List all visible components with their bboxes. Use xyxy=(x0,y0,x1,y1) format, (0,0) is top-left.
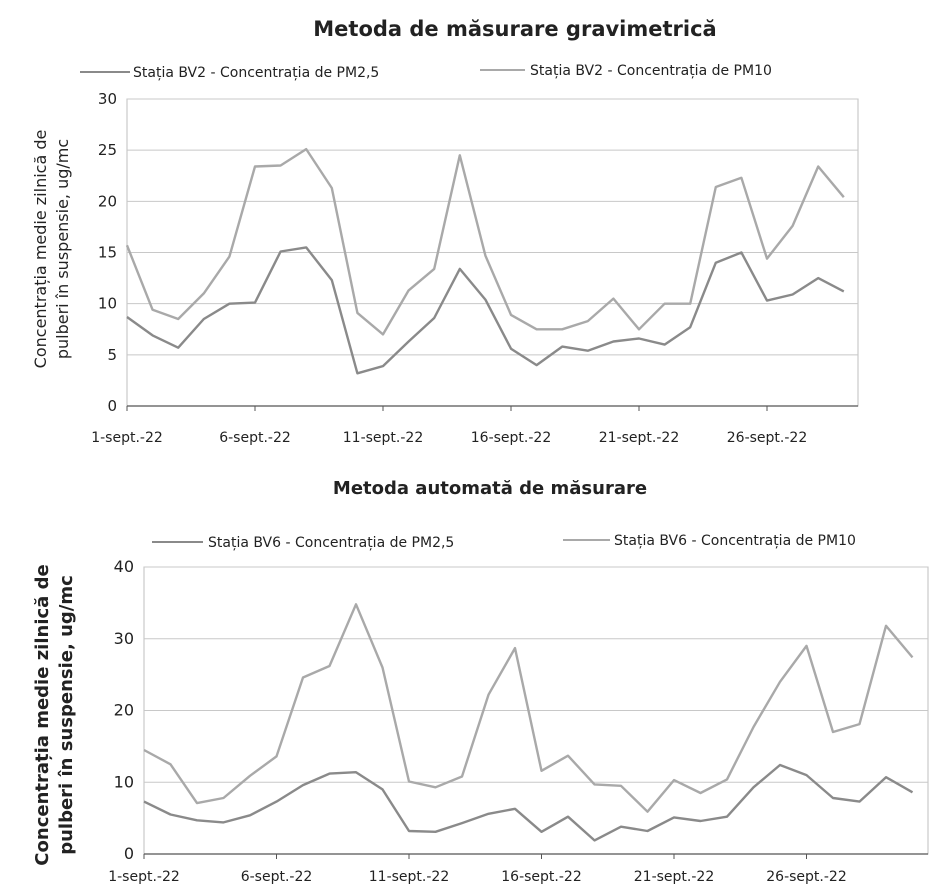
series-line-pm10 xyxy=(125,147,845,336)
x-tick-label: 16-sept.-22 xyxy=(471,430,551,446)
x-tick-label: 6-sept.-22 xyxy=(219,430,291,446)
y-axis-title-line1: Concentrația medie zilnică de xyxy=(31,130,50,369)
x-tick-label: 21-sept.-22 xyxy=(634,869,714,885)
y-tick-label: 30 xyxy=(98,90,117,108)
y-axis-title: Concentrația medie zilnică de pulberi în… xyxy=(31,130,72,369)
x-tick-label: 26-sept.-22 xyxy=(727,430,807,446)
y-tick-label: 30 xyxy=(114,629,134,648)
legend-label-pm25: Stația BV2 - Concentrația de PM2,5 xyxy=(133,65,379,81)
legend: Stația BV2 - Concentrația de PM2,5 Stați… xyxy=(80,63,772,81)
series-line-pm25 xyxy=(143,763,914,842)
y-tick-label: 20 xyxy=(114,701,134,720)
y-axis-title: Concentrația medie zilnică de pulberi în… xyxy=(32,564,77,865)
legend-label-pm10: Stația BV2 - Concentrația de PM10 xyxy=(530,63,772,79)
legend-label-pm25: Stația BV6 - Concentrația de PM2,5 xyxy=(208,535,454,551)
legend: Stația BV6 - Concentrația de PM2,5 Stați… xyxy=(152,533,856,551)
y-axis-title-line2: pulberi în suspensie, ug/mc xyxy=(56,575,77,855)
chart-automatic: Metoda automată de măsurare Stația BV6 -… xyxy=(32,478,929,885)
x-tick-label: 11-sept.-22 xyxy=(343,430,423,446)
series-line-pm25 xyxy=(126,246,845,375)
y-tick-label: 15 xyxy=(98,244,117,262)
legend-label-pm10: Stația BV6 - Concentrația de PM10 xyxy=(614,533,856,549)
x-tick-label: 11-sept.-22 xyxy=(369,869,449,885)
plot-area: 0 5 10 15 20 25 30 1-sept.-22 6-sept.-22 11-sept.… xyxy=(91,90,859,446)
y-tick-label: 40 xyxy=(114,557,134,576)
x-tick-label: 16-sept.-22 xyxy=(501,869,581,885)
y-axis-title-line1: Concentrația medie zilnică de xyxy=(32,564,53,865)
y-tick-label: 25 xyxy=(98,141,117,159)
y-tick-label: 5 xyxy=(107,346,117,364)
y-tick-label: 20 xyxy=(98,192,117,210)
x-tick-label: 1-sept.-22 xyxy=(108,869,180,885)
y-tick-label: 0 xyxy=(124,844,134,863)
x-tick-label: 1-sept.-22 xyxy=(91,430,163,446)
chart-gravimetric: Metoda de măsurare gravimetrică Stația B… xyxy=(31,17,859,446)
series-line-pm10 xyxy=(143,603,914,813)
chart-title: Metoda automată de măsurare xyxy=(333,478,647,499)
x-tick-label: 6-sept.-22 xyxy=(241,869,313,885)
plot-area: 0 10 20 30 40 1-sept.-22 6-sept.-22 11-sept.-22… xyxy=(108,557,929,885)
y-tick-label: 10 xyxy=(114,772,134,791)
chart-title: Metoda de măsurare gravimetrică xyxy=(313,17,716,41)
x-tick-label: 21-sept.-22 xyxy=(599,430,679,446)
y-tick-label: 10 xyxy=(98,295,117,313)
y-axis-title-line2: pulberi în suspensie, ug/mc xyxy=(53,139,72,359)
x-tick-label: 26-sept.-22 xyxy=(766,869,846,885)
y-tick-label: 0 xyxy=(107,397,117,415)
